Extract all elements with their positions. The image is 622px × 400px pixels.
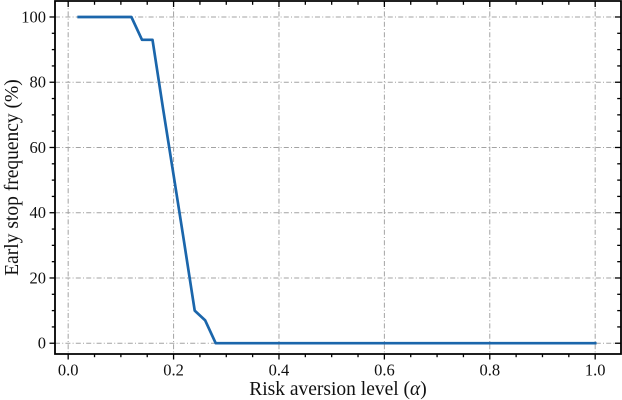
x-tick-label: 0.4 — [269, 361, 290, 380]
y-tick-label: 60 — [30, 138, 47, 157]
y-tick-label: 40 — [30, 203, 47, 222]
data-line — [77, 15, 597, 345]
y-tick-label: 80 — [30, 73, 47, 92]
x-tick-label: 0.2 — [163, 361, 184, 380]
y-tick-label: 0 — [38, 334, 46, 353]
x-tick-label: 1.0 — [585, 361, 606, 380]
x-tick-label: 0.0 — [58, 361, 79, 380]
axes-border — [54, 0, 622, 355]
y-tick-label: 20 — [30, 268, 47, 287]
y-tick-label: 100 — [21, 7, 46, 26]
x-tick-label: 0.8 — [479, 361, 500, 380]
x-axis-label: Risk aversion level (α) — [249, 379, 427, 400]
y-axis-label: Early stop frequency (%) — [2, 79, 23, 276]
x-tick-label: 0.6 — [374, 361, 395, 380]
